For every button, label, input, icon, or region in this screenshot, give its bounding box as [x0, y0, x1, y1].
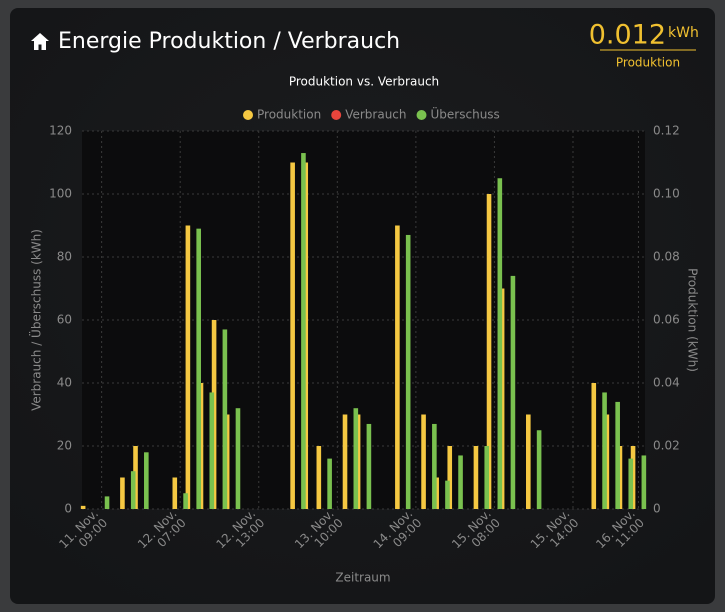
bar [353, 408, 359, 509]
bar [209, 392, 215, 509]
bar [144, 452, 149, 509]
unit: kWh [668, 25, 699, 41]
bar [130, 471, 136, 509]
bar [458, 455, 463, 509]
bar [602, 392, 607, 509]
y-tick-label: 80 [57, 250, 72, 264]
chart-title: Produktion vs. Verbrauch [289, 75, 439, 89]
value: 0.012 [589, 20, 666, 51]
y-axis-label: Verbrauch / Überschuss (kWh) [28, 229, 44, 411]
bar [615, 401, 620, 509]
y2-tick-label: 0.02 [653, 439, 680, 453]
legend-marker [243, 110, 253, 120]
card-title: Energie Produktion / Verbrauch [58, 29, 400, 54]
legend-label: Verbrauch [345, 108, 406, 122]
bar [104, 496, 110, 509]
bar [432, 423, 437, 509]
bar [290, 162, 295, 509]
y-tick-label: 60 [57, 313, 72, 327]
bar [172, 477, 178, 509]
bar [591, 383, 597, 509]
bar [327, 458, 332, 509]
legend-marker [331, 110, 342, 120]
bar [405, 234, 411, 509]
bar [222, 329, 228, 509]
y2-tick-label: 0.12 [653, 124, 680, 138]
bar [120, 477, 125, 509]
y-tick-label: 40 [57, 376, 72, 390]
legend: Produktion Verbrauch Überschuss [243, 106, 500, 122]
home-icon [31, 33, 49, 50]
bar [196, 228, 201, 509]
y-tick-label: 0 [64, 502, 72, 516]
bar [473, 446, 479, 509]
bar [235, 408, 241, 509]
bar [497, 178, 503, 509]
bar [80, 505, 86, 509]
bar [421, 414, 426, 509]
bar [536, 430, 542, 509]
y2-tick-label: 0.10 [653, 187, 680, 201]
y2-axis-label: Produktion (kWh) [686, 268, 700, 372]
bar [342, 414, 348, 509]
y2-tick-label: 0 [653, 502, 661, 516]
y-tick-label: 120 [49, 124, 72, 138]
bar [183, 493, 188, 509]
bar [445, 480, 450, 509]
y-tick-label: 100 [49, 187, 72, 201]
y2-tick-label: 0.04 [653, 376, 680, 390]
y2-tick-label: 0.08 [653, 250, 680, 264]
bar [395, 225, 400, 509]
legend-marker [416, 110, 427, 120]
bar [301, 153, 306, 510]
bar [316, 446, 322, 509]
bar [526, 414, 531, 509]
y-tick-label: 20 [57, 439, 72, 453]
value-label: Produktion [616, 56, 680, 70]
bar [486, 194, 492, 509]
y2-tick-label: 0.06 [653, 313, 680, 327]
legend-label: Produktion [257, 108, 321, 122]
bar [185, 225, 191, 509]
bar [447, 446, 453, 509]
bar [366, 423, 372, 509]
bar [641, 455, 647, 509]
bar [484, 446, 490, 509]
x-axis-label: Zeitraum [335, 571, 390, 585]
bar [628, 458, 634, 509]
legend-label: Überschuss [431, 106, 500, 122]
bar [510, 275, 516, 509]
